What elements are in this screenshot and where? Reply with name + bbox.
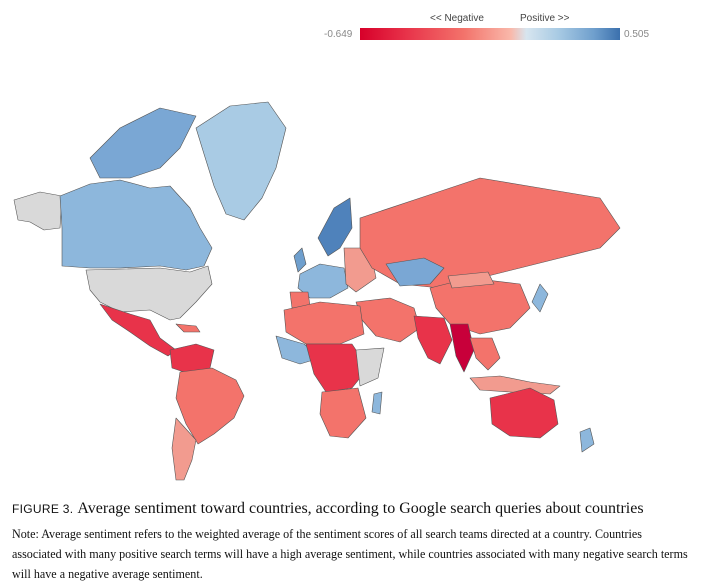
legend-max-value: 0.505 xyxy=(624,29,650,40)
region-usa xyxy=(85,265,213,321)
region-madagascar xyxy=(371,391,383,415)
region-greenland xyxy=(195,101,287,221)
region-southern-africa xyxy=(319,387,367,439)
figure-label: FIGURE 3. xyxy=(12,502,74,516)
region-arctic-islands xyxy=(89,107,197,179)
region-alaska xyxy=(13,191,63,231)
region-australia xyxy=(489,387,559,439)
region-kazakhstan xyxy=(385,257,445,287)
region-japan xyxy=(531,283,549,313)
region-indonesia xyxy=(469,375,561,395)
legend-gradient-bar xyxy=(360,28,620,40)
region-western-europe xyxy=(297,263,349,299)
region-brazil xyxy=(175,367,245,445)
region-caribbean xyxy=(175,323,201,333)
region-west-africa xyxy=(275,335,321,365)
figure-title: FIGURE 3. Average sentiment toward count… xyxy=(12,500,692,518)
region-mongolia xyxy=(447,271,495,289)
region-scandinavia xyxy=(317,197,353,257)
region-north-africa xyxy=(283,301,365,345)
region-myanmar xyxy=(449,323,475,373)
legend-min-value: -0.649 xyxy=(324,29,353,40)
legend-positive-label: Positive >> xyxy=(520,13,570,24)
region-india xyxy=(413,315,453,365)
world-sentiment-map xyxy=(0,88,701,488)
figure-title-text: Average sentiment toward countries, acco… xyxy=(77,500,644,517)
region-central-africa xyxy=(305,343,369,393)
region-east-africa xyxy=(355,347,385,387)
legend-negative-label: << Negative xyxy=(430,13,484,24)
figure-caption: FIGURE 3. Average sentiment toward count… xyxy=(12,500,692,584)
region-canada xyxy=(59,179,213,271)
region-southeast-asia xyxy=(469,337,501,371)
region-uk xyxy=(293,247,307,273)
color-legend: << Negative Positive >> -0.649 0.505 xyxy=(0,0,701,48)
region-middle-east xyxy=(355,297,421,343)
region-argentina-chile xyxy=(171,417,197,481)
region-new-zealand xyxy=(579,427,595,453)
figure-note: Note: Average sentiment refers to the we… xyxy=(12,527,688,581)
